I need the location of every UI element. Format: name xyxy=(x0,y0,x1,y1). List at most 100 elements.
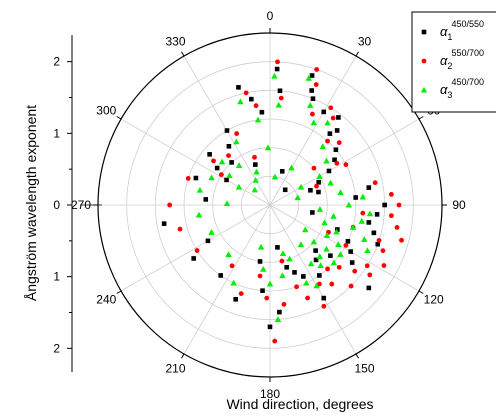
data-point xyxy=(323,232,331,238)
angle-tick xyxy=(181,353,185,359)
data-point xyxy=(310,119,317,126)
data-point xyxy=(366,185,372,190)
data-point xyxy=(374,212,380,217)
data-point xyxy=(271,173,279,180)
data-point xyxy=(382,202,387,208)
legend-marker xyxy=(420,86,428,93)
data-point xyxy=(316,253,323,260)
data-point xyxy=(371,230,377,236)
data-point xyxy=(327,131,333,136)
data-point xyxy=(294,194,301,201)
angle-tick-label: 300 xyxy=(96,104,116,118)
data-point xyxy=(330,259,338,266)
data-point xyxy=(195,211,203,218)
data-point xyxy=(257,259,263,264)
angle-tick xyxy=(355,353,359,359)
data-point xyxy=(333,228,340,235)
data-point xyxy=(274,316,282,322)
data-point xyxy=(348,283,354,289)
data-point xyxy=(358,217,365,224)
angle-tick-labels: 0306090120150180210240270300330 xyxy=(71,9,466,401)
data-point xyxy=(279,272,286,279)
data-point xyxy=(313,282,320,289)
data-point xyxy=(294,284,299,290)
data-point xyxy=(348,249,353,254)
data-point xyxy=(279,258,285,264)
data-point xyxy=(337,189,344,196)
data-point xyxy=(310,210,315,215)
data-point xyxy=(234,131,240,136)
data-point xyxy=(307,102,314,108)
data-point xyxy=(366,285,372,291)
data-point xyxy=(376,238,382,243)
data-point xyxy=(185,176,191,181)
data-point xyxy=(335,227,340,232)
radial-tick-label: 1 xyxy=(53,126,60,140)
data-point xyxy=(230,279,237,286)
data-point xyxy=(224,177,229,183)
angle-tick-label: 150 xyxy=(354,362,374,376)
legend: α1450/550 α2550/700 α3450/700 xyxy=(411,11,496,113)
data-point xyxy=(214,165,220,171)
data-point xyxy=(325,266,330,272)
data-point xyxy=(233,138,240,145)
data-point xyxy=(324,119,331,126)
grid-spoke xyxy=(120,118,271,206)
data-point xyxy=(305,295,310,301)
data-point xyxy=(388,213,394,219)
radial-tick-label: 1 xyxy=(53,270,60,284)
data-point xyxy=(311,165,317,171)
legend-marker xyxy=(421,29,427,35)
data-point xyxy=(218,158,226,165)
data-point xyxy=(321,109,327,115)
data-point xyxy=(191,256,196,261)
data-point xyxy=(264,295,270,301)
data-point xyxy=(317,273,322,278)
data-point xyxy=(317,262,324,268)
polar-grid xyxy=(93,28,447,382)
grid-spoke xyxy=(120,204,271,292)
data-point xyxy=(253,103,259,109)
data-point xyxy=(288,164,295,171)
data-point xyxy=(349,224,357,230)
data-points xyxy=(161,59,404,344)
data-point xyxy=(366,210,374,217)
data-point xyxy=(277,309,282,315)
data-point xyxy=(319,143,326,149)
data-point xyxy=(257,243,265,250)
data-point xyxy=(226,153,231,158)
data-point xyxy=(235,162,243,169)
data-point xyxy=(336,115,341,120)
data-point xyxy=(309,73,315,78)
data-point xyxy=(321,219,328,226)
data-point xyxy=(394,225,400,230)
legend-label: α3450/700 xyxy=(440,77,484,100)
data-point xyxy=(167,202,173,208)
data-point xyxy=(325,138,330,144)
data-point xyxy=(307,260,315,267)
data-point xyxy=(286,255,293,262)
data-point xyxy=(275,59,280,65)
angle-tick-label: 330 xyxy=(165,34,185,48)
data-point xyxy=(249,96,254,102)
data-point xyxy=(218,273,223,278)
data-point xyxy=(316,281,322,287)
angle-tick xyxy=(116,290,122,294)
data-point xyxy=(309,88,314,93)
data-point xyxy=(330,213,337,219)
legend-label: α2550/700 xyxy=(440,48,484,71)
data-point xyxy=(196,186,204,193)
data-point xyxy=(275,101,282,108)
legend-marker xyxy=(421,58,427,64)
data-point xyxy=(360,210,366,216)
data-point xyxy=(326,168,332,174)
data-point xyxy=(233,296,238,302)
data-point xyxy=(193,175,199,181)
data-point xyxy=(279,169,285,174)
data-point xyxy=(399,237,404,243)
data-point xyxy=(305,75,312,81)
x-axis-title: Wind direction, degrees xyxy=(226,396,373,412)
angle-tick xyxy=(418,290,424,294)
data-point xyxy=(335,241,342,247)
data-point xyxy=(277,88,283,94)
